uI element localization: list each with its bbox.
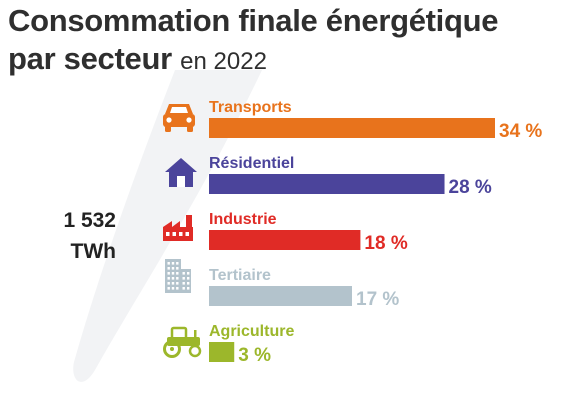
value-label: 34 %	[499, 121, 542, 142]
factory-icon	[163, 215, 193, 241]
category-label: Industrie	[209, 211, 277, 228]
value-label: 17 %	[356, 289, 399, 310]
total-unit: TWh	[70, 240, 116, 263]
value-label: 18 %	[364, 233, 407, 254]
category-label: Agriculture	[209, 323, 294, 340]
value-label: 3 %	[238, 345, 271, 366]
bar	[209, 342, 235, 362]
category-label: Résidentiel	[209, 155, 294, 172]
category-label: Transports	[209, 99, 292, 116]
car-icon	[163, 104, 195, 132]
category-label: Tertiaire	[209, 267, 271, 284]
total-consumption: 1 532 TWh	[30, 205, 116, 267]
total-value: 1 532	[63, 209, 116, 232]
value-label: 28 %	[449, 177, 492, 198]
house-icon	[165, 158, 197, 187]
office-building-icon	[165, 259, 191, 293]
title-year: en 2022	[180, 48, 267, 75]
bar	[209, 118, 495, 138]
tractor-icon	[163, 326, 202, 358]
bar	[209, 174, 445, 194]
title-line-1: Consommation finale énergétique	[8, 3, 499, 38]
bar	[209, 230, 361, 250]
bar	[209, 286, 352, 306]
title-sector: par secteur	[8, 41, 172, 76]
chart-title: Consommation finale énergétique par sect…	[8, 2, 499, 81]
title-line-2: par secteur en 2022	[8, 40, 498, 81]
